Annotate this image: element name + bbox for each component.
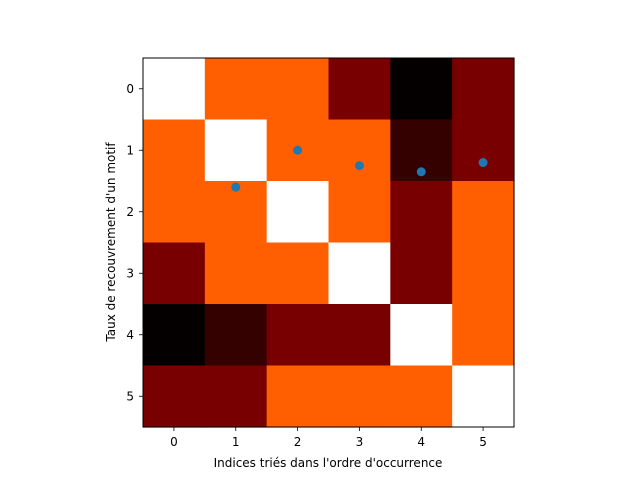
heatmap-cell-4-2 — [266, 304, 330, 367]
heatmap-cell-0-5 — [452, 58, 515, 121]
heatmap-cell-3-0 — [143, 242, 206, 305]
heatmap-cell-1-1 — [204, 119, 268, 182]
x-tick-label-3: 3 — [356, 435, 364, 449]
heatmap-cell-5-1 — [204, 365, 268, 428]
heatmap-cell-5-3 — [328, 365, 391, 428]
heatmap-cell-2-4 — [390, 181, 453, 244]
heatmap-cell-2-3 — [328, 181, 391, 244]
y-tick-label-4: 4 — [126, 328, 134, 342]
heatmap-cells — [143, 58, 515, 428]
heatmap-cell-3-5 — [452, 242, 515, 305]
heatmap-cell-0-2 — [266, 58, 330, 121]
x-tick-label-1: 1 — [232, 435, 240, 449]
heatmap-cell-3-4 — [390, 242, 453, 305]
heatmap-cell-5-5 — [452, 365, 515, 428]
heatmap-cell-0-0 — [143, 58, 206, 121]
heatmap-cell-4-3 — [328, 304, 391, 367]
heatmap-cell-2-5 — [452, 181, 515, 244]
heatmap-cell-4-4 — [390, 304, 453, 367]
y-axis-ticks: 0 1 2 3 4 5 — [126, 82, 143, 403]
x-tick-label-4: 4 — [417, 435, 425, 449]
heatmap-cell-4-0 — [143, 304, 206, 367]
y-tick-label-0: 0 — [126, 82, 134, 96]
heatmap-cell-3-2 — [266, 242, 330, 305]
heatmap-cell-4-5 — [452, 304, 515, 367]
heatmap-cell-5-4 — [390, 365, 453, 428]
y-axis-label: Taux de recouvrement d'un motif — [104, 142, 118, 343]
scatter-point-4 — [478, 158, 488, 168]
heatmap-cell-3-1 — [204, 242, 268, 305]
x-tick-label-2: 2 — [294, 435, 302, 449]
heatmap-cell-2-0 — [143, 181, 206, 244]
heatmap-cell-5-2 — [266, 365, 330, 428]
scatter-point-1 — [293, 145, 303, 155]
heatmap-cell-1-3 — [328, 119, 391, 182]
scatter-point-3 — [416, 167, 426, 177]
heatmap-cell-0-4 — [390, 58, 453, 121]
y-tick-label-3: 3 — [126, 266, 134, 280]
heatmap-cell-0-3 — [328, 58, 391, 121]
heatmap-cell-1-0 — [143, 119, 206, 182]
x-axis-label: Indices triés dans l'ordre d'occurrence — [214, 456, 443, 470]
heatmap-cell-5-0 — [143, 365, 206, 428]
x-axis-ticks: 0 1 2 3 4 5 — [170, 427, 487, 449]
scatter-point-0 — [231, 182, 241, 192]
y-tick-label-1: 1 — [126, 143, 134, 157]
x-tick-label-5: 5 — [479, 435, 487, 449]
heatmap-cell-1-5 — [452, 119, 515, 182]
heatmap-cell-3-3 — [328, 242, 391, 305]
y-tick-label-5: 5 — [126, 389, 134, 403]
heatmap-cell-4-1 — [204, 304, 268, 367]
x-tick-label-0: 0 — [170, 435, 178, 449]
y-tick-label-2: 2 — [126, 205, 134, 219]
plot-frame — [142, 57, 515, 428]
scatter-point-2 — [354, 161, 364, 171]
scatter-points — [231, 145, 488, 192]
heatmap-cell-2-2 — [266, 181, 330, 244]
heatmap-cell-0-1 — [204, 58, 268, 121]
